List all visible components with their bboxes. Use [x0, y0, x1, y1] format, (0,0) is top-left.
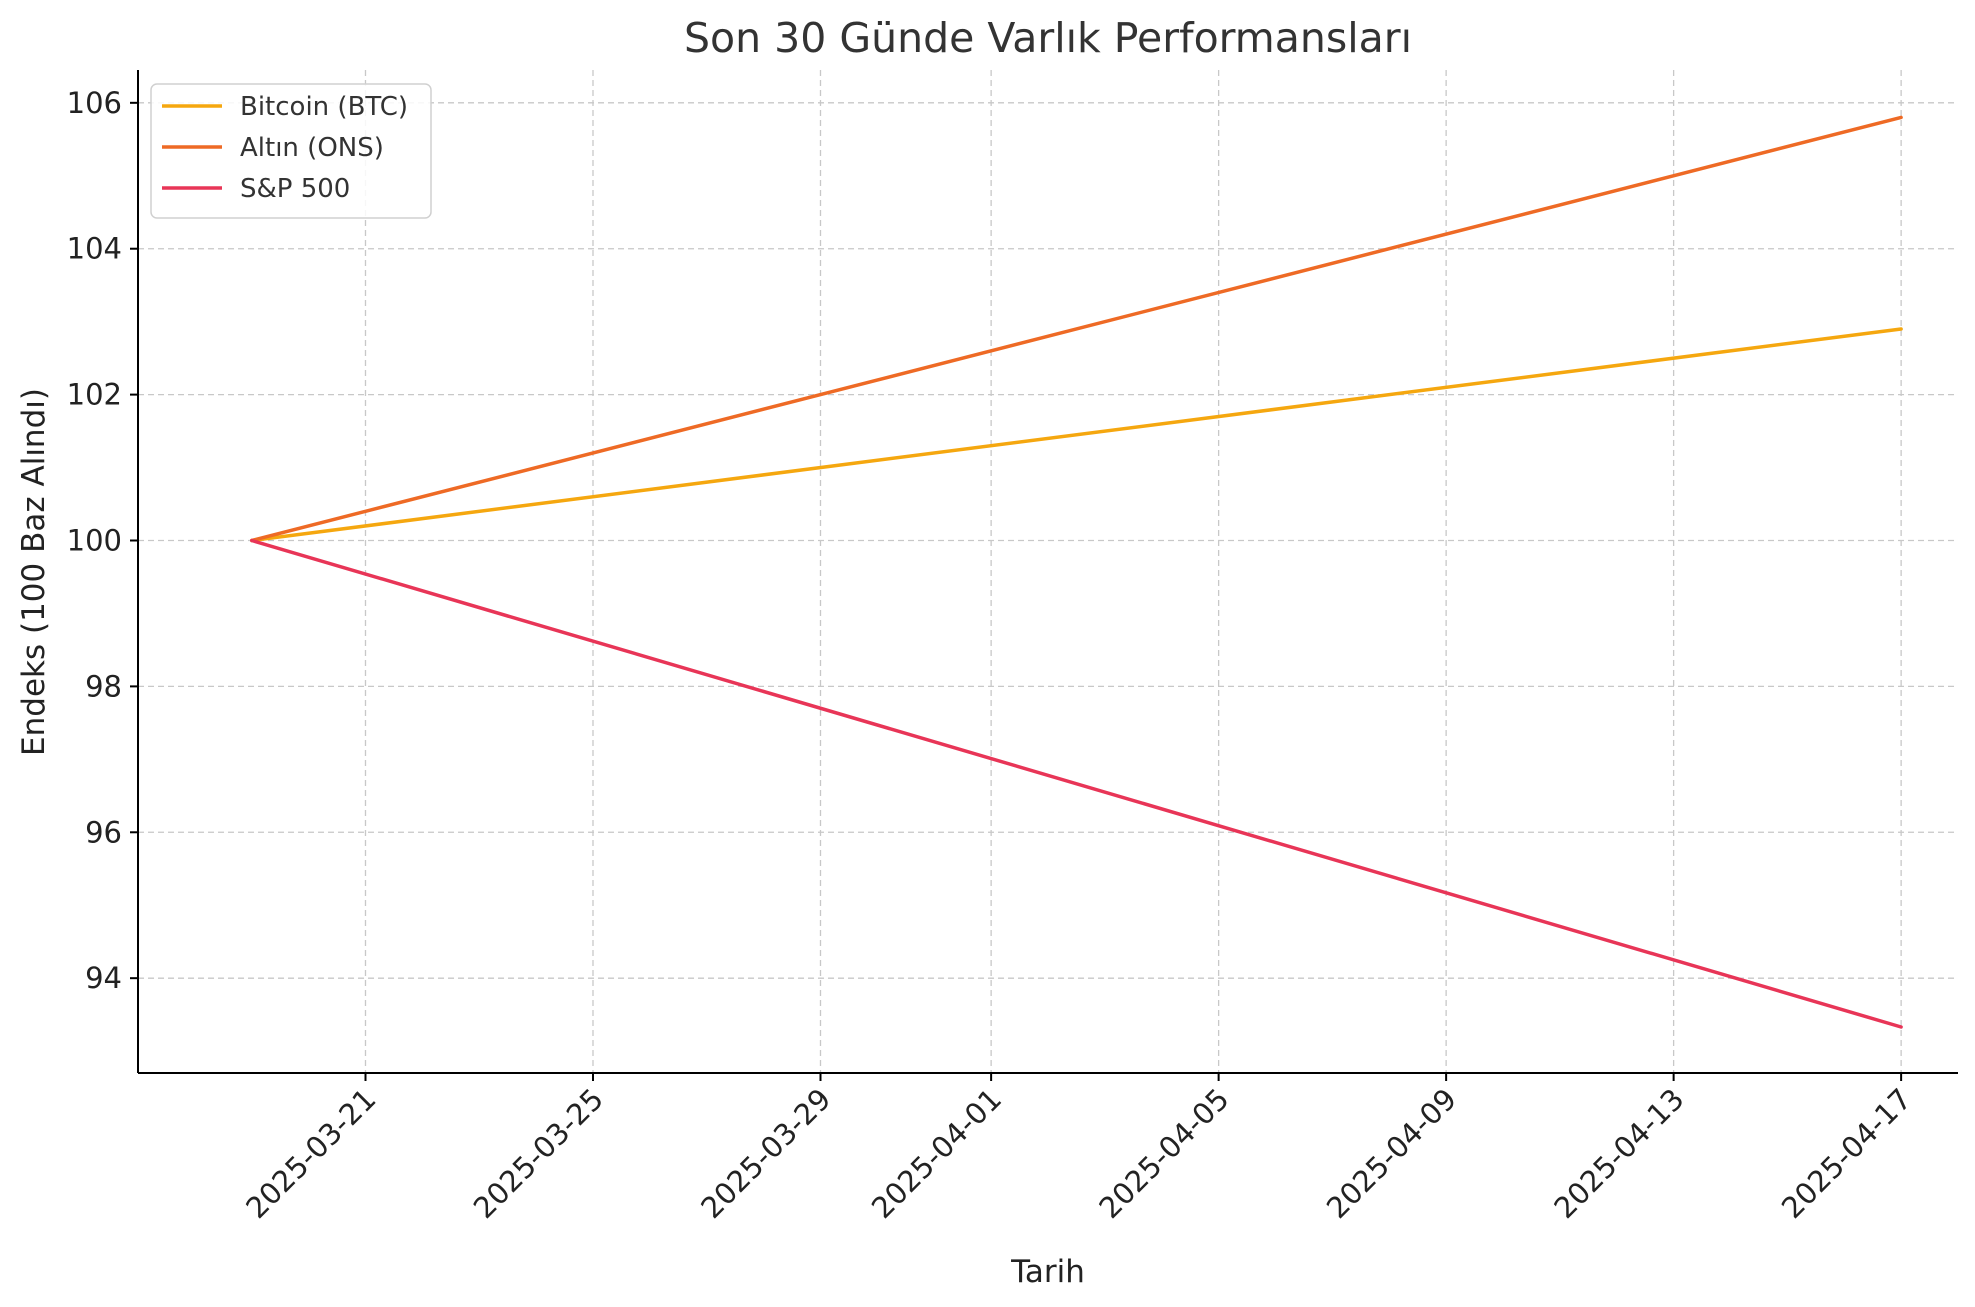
x-tick-label: 2025-04-13: [1547, 1082, 1690, 1225]
x-tick-label: 2025-03-29: [694, 1082, 837, 1225]
y-ticks: 94 96 98 100 102 104 106: [67, 86, 138, 995]
axes: [137, 70, 1958, 1074]
legend-label: S&P 500: [240, 174, 350, 204]
legend-label: Altın (ONS): [240, 133, 384, 163]
legend: Bitcoin (BTC) Altın (ONS) S&P 500: [150, 83, 432, 219]
series-line-1: [250, 115, 1903, 543]
x-axis-title: Tarih: [1010, 1254, 1085, 1290]
series-line-2: [250, 538, 1903, 1029]
series: [250, 115, 1903, 1029]
y-tick-label: 100: [67, 523, 122, 557]
series-line-0: [250, 327, 1903, 543]
y-tick-label: 98: [85, 669, 122, 703]
x-tick-label: 2025-04-01: [865, 1082, 1008, 1225]
x-ticks: 2025-03-21 2025-03-25 2025-03-29 2025-04-01…: [239, 1073, 1918, 1225]
x-tick-label: 2025-04-17: [1775, 1082, 1918, 1225]
y-tick-label: 96: [85, 815, 122, 849]
y-axis-title: Endeks (100 Baz Alındı): [16, 388, 52, 756]
x-tick-label: 2025-04-09: [1320, 1082, 1463, 1225]
y-tick-label: 106: [67, 86, 122, 120]
y-tick-label: 102: [67, 378, 122, 412]
x-tick-label: 2025-03-25: [467, 1082, 610, 1225]
chart-title: Son 30 Günde Varlık Performansları: [684, 14, 1412, 62]
x-tick-label: 2025-04-05: [1092, 1082, 1235, 1225]
y-tick-label: 104: [67, 232, 122, 266]
legend-label: Bitcoin (BTC): [240, 92, 408, 122]
grid: [138, 70, 1958, 1073]
legend-box: [150, 83, 432, 219]
x-tick-label: 2025-03-21: [239, 1082, 382, 1225]
y-tick-label: 94: [85, 961, 122, 995]
